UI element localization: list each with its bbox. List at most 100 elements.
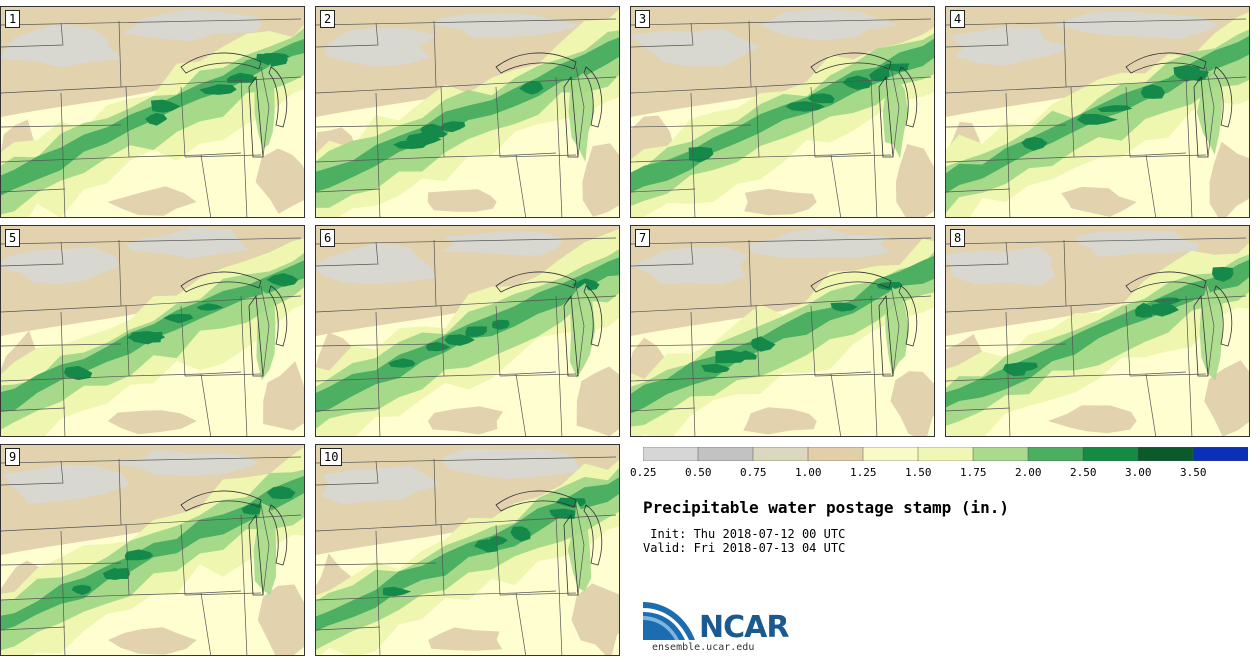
moist-band (882, 75, 909, 159)
state-border (555, 295, 563, 436)
very-dry-region (124, 227, 249, 259)
moist-band (253, 502, 277, 596)
great-lakes-outline (495, 490, 603, 596)
great-lakes-outline (180, 52, 288, 158)
state-border (435, 76, 617, 88)
moist-band (254, 63, 275, 150)
colorbar-tick-label: 0.50 (685, 466, 712, 479)
state-border (180, 524, 186, 596)
colorbar-swatch (1027, 447, 1084, 461)
state-border (515, 371, 557, 375)
great-lakes-outline (1125, 271, 1233, 377)
moist-band (1196, 68, 1222, 155)
postage-stamp-panel: 4 (945, 6, 1250, 218)
very-dry-region (443, 448, 579, 479)
postage-stamp-panel: 6 (315, 225, 620, 437)
state-border (495, 86, 501, 158)
great-lakes-outline (495, 271, 603, 377)
great-lakes-outline (810, 271, 918, 377)
wet-cell (807, 93, 835, 104)
postage-stamp-panel: 10 (315, 444, 620, 656)
colorbar-swatch (917, 447, 974, 461)
postage-stamp-panel: 9 (0, 444, 305, 656)
wet-cell (519, 81, 544, 95)
wet-cell (444, 334, 475, 346)
state-border (946, 241, 1009, 267)
dry-region (107, 410, 197, 435)
wet-cell (830, 302, 858, 312)
dry-region (428, 627, 503, 651)
state-border (1, 241, 64, 267)
dry-region (582, 143, 619, 217)
colorbar-tick-label: 1.50 (905, 466, 932, 479)
pwat-map (631, 7, 934, 217)
colorbar-tick-label: 2.00 (1015, 466, 1042, 479)
state-border (200, 152, 242, 156)
state-border (946, 18, 1247, 26)
dry-region (427, 406, 504, 435)
pwat-map (946, 226, 1249, 436)
moist-band (568, 72, 595, 162)
great-lakes-outline (810, 52, 918, 158)
moist-band (316, 37, 619, 192)
state-border (316, 124, 437, 128)
wet-cell (1173, 65, 1200, 82)
state-border (495, 524, 501, 596)
state-border (1, 22, 64, 48)
very-dry-region (631, 28, 760, 67)
state-border (555, 76, 563, 217)
colorbar-tick-label: 1.75 (960, 466, 987, 479)
ncar-url: ensemble.ucar.edu (652, 642, 755, 653)
wet-cell (572, 278, 600, 291)
state-border (631, 237, 932, 245)
wet-cell (465, 326, 487, 337)
state-border (375, 92, 381, 217)
colorbar-tick-label: 1.25 (850, 466, 877, 479)
wet-cell (126, 331, 163, 343)
colorbar-tick-label: 0.75 (740, 466, 767, 479)
state-border (1129, 373, 1207, 377)
state-border (631, 124, 752, 128)
very-dry-region (949, 26, 1070, 66)
state-border (1125, 305, 1131, 377)
state-border (184, 154, 262, 158)
state-border (316, 456, 617, 464)
state-border (316, 626, 381, 631)
state-border (890, 285, 900, 377)
dry-region (108, 627, 197, 655)
init-time: Init: Thu 2018-07-12 00 UTC (643, 527, 846, 541)
state-border (810, 305, 816, 377)
colorbar-swatch (697, 447, 754, 461)
state-border (316, 18, 617, 26)
wet-cell (1097, 105, 1133, 112)
state-border (180, 305, 186, 377)
wet-cell (868, 67, 890, 82)
colorbar-swatch (1137, 447, 1194, 461)
state-border (184, 592, 262, 596)
moist-band (567, 501, 592, 592)
state-border (1005, 92, 1011, 217)
state-border (316, 407, 381, 412)
state-border (184, 373, 262, 377)
postage-stamp-panel: 2 (315, 6, 620, 218)
dry-region (576, 366, 619, 436)
valid-time: Valid: Fri 2018-07-13 04 UTC (643, 541, 846, 555)
state-border (1145, 152, 1187, 156)
state-border (555, 514, 563, 655)
very-dry-region (631, 246, 749, 284)
state-border (946, 188, 1011, 193)
state-border (870, 295, 878, 436)
great-lakes-outline (180, 271, 288, 377)
wet-cell (510, 526, 531, 542)
wet-cell (124, 549, 154, 561)
state-border (1065, 295, 1247, 307)
very-dry-region (441, 231, 563, 256)
postage-stamp-panel: 1 (0, 6, 305, 218)
state-border (690, 92, 696, 217)
wet-cell (549, 508, 581, 519)
colorbar-tick-label: 3.50 (1180, 466, 1207, 479)
very-dry-region (1, 23, 122, 68)
very-dry-region (113, 449, 259, 476)
state-border (631, 188, 696, 193)
state-border (435, 295, 617, 307)
